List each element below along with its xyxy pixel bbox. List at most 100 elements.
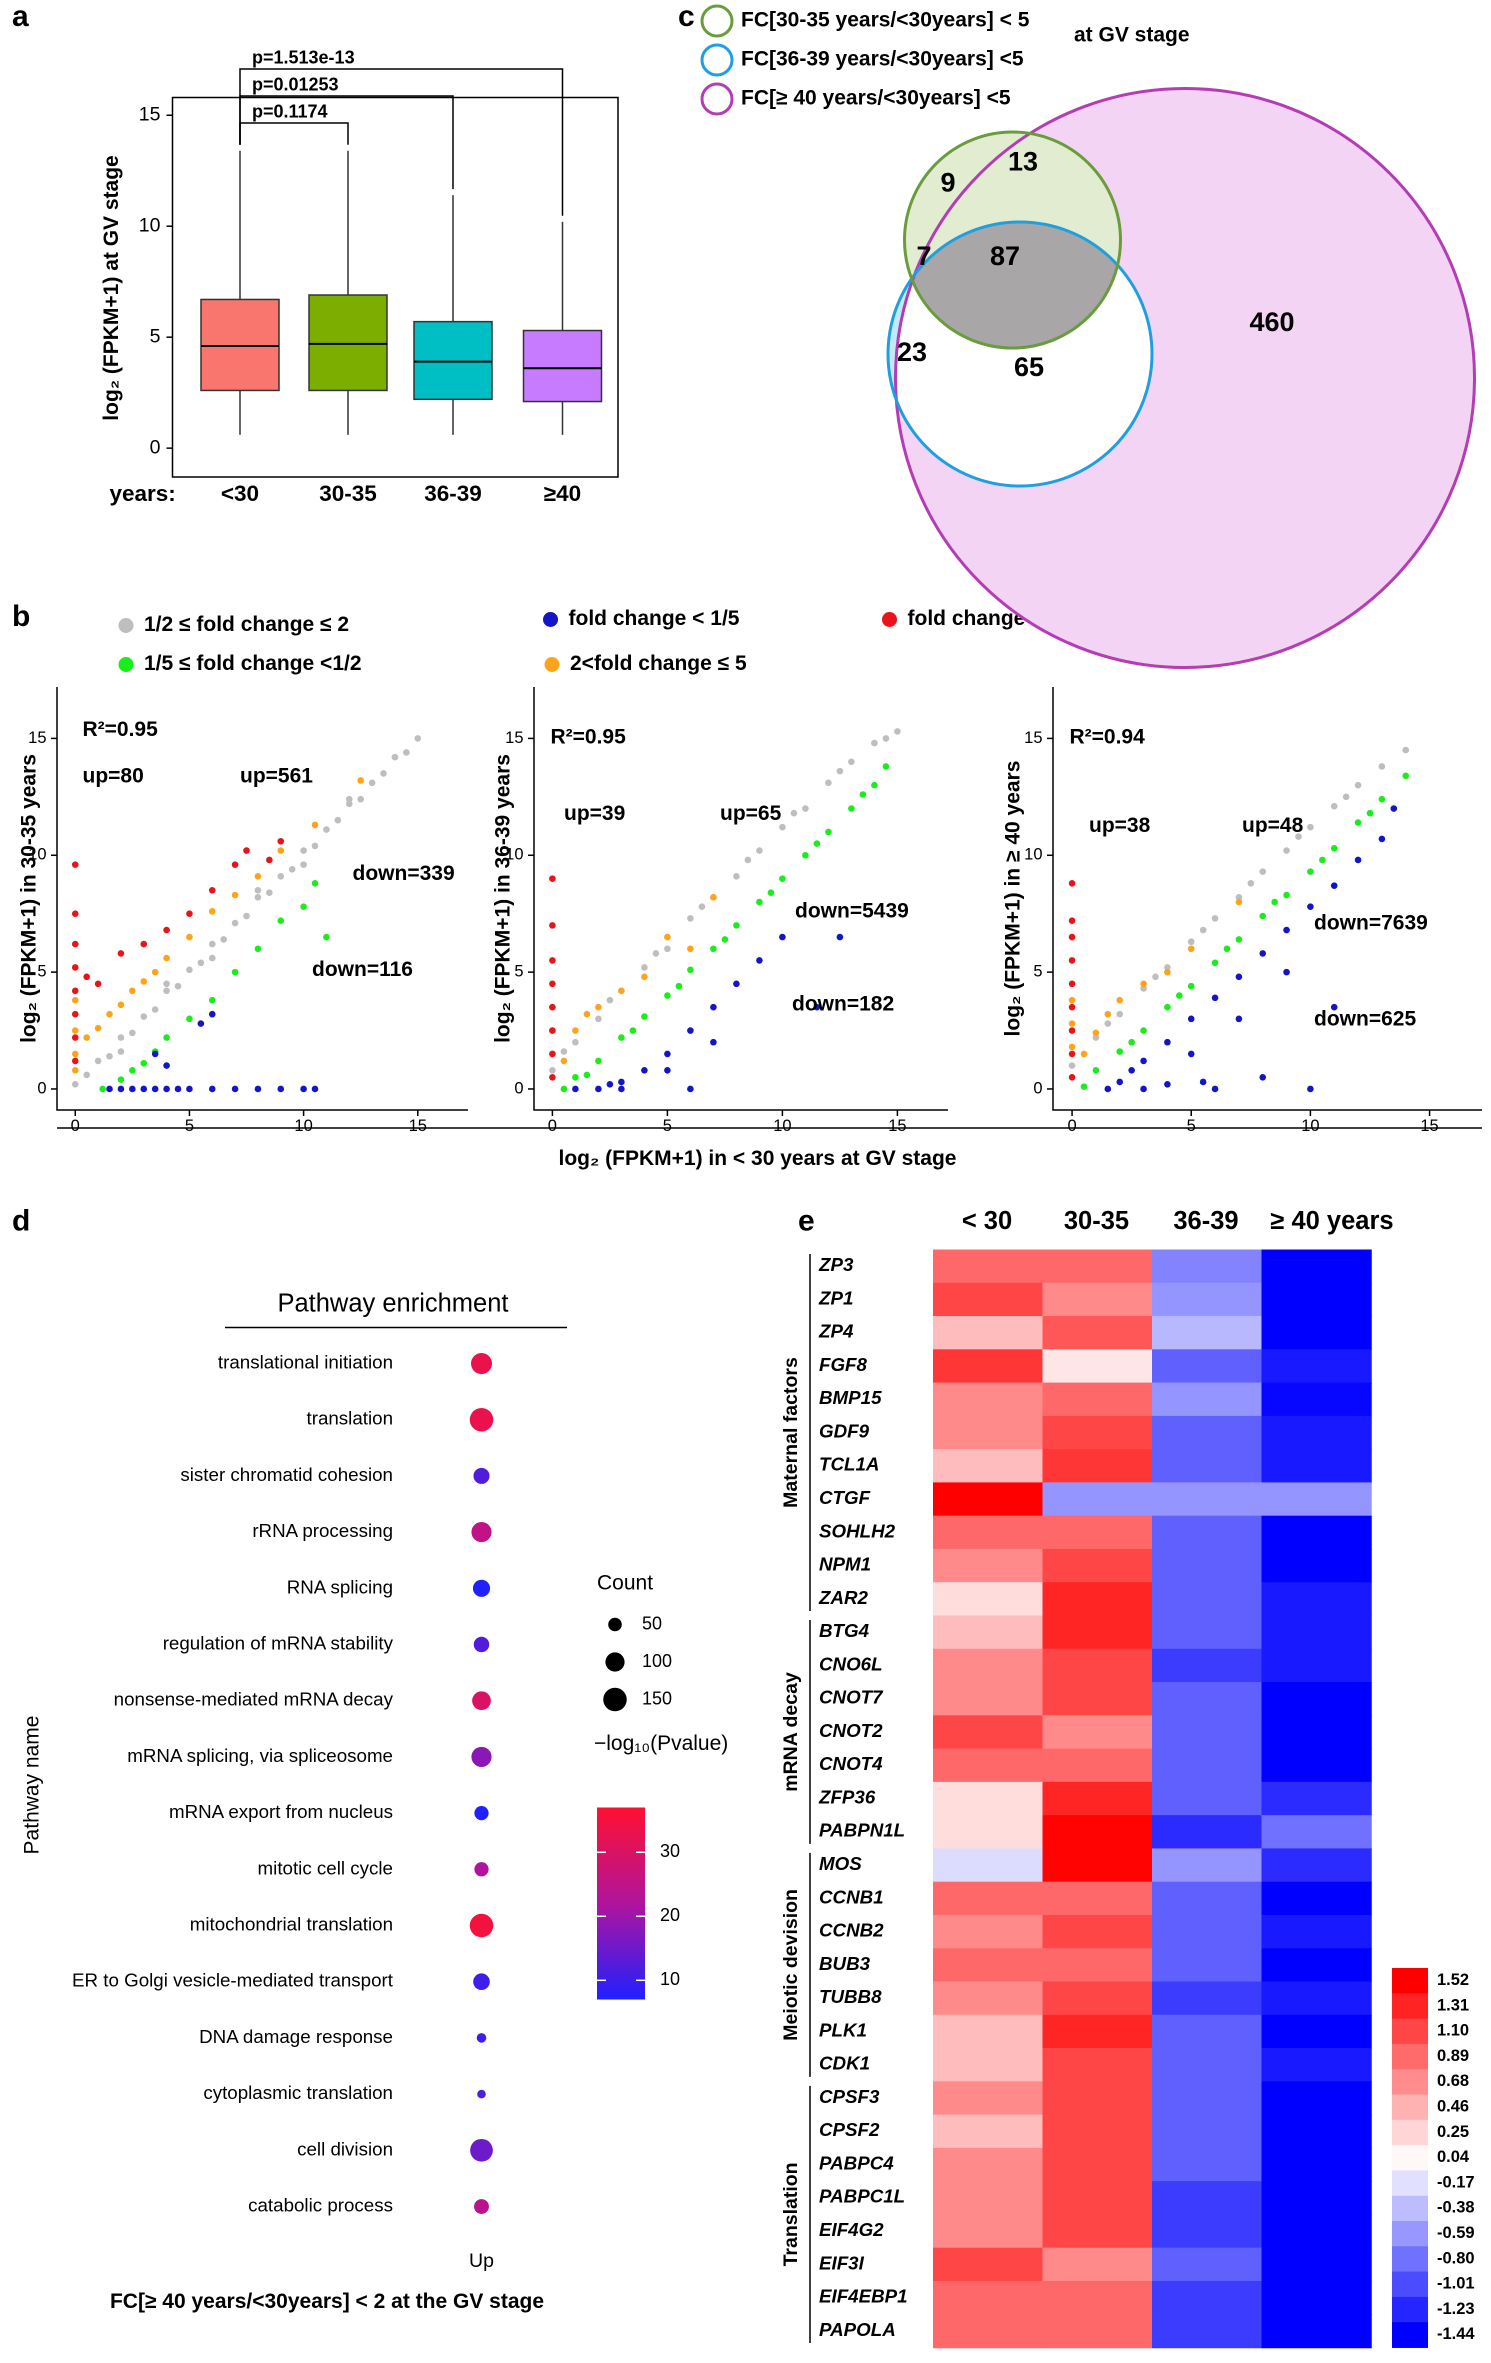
legend-marker [700, 4, 734, 38]
heatmap-cell [1261, 1748, 1372, 1783]
point [71, 1027, 79, 1034]
point [163, 987, 170, 995]
point [117, 950, 125, 957]
x-tick-label: Up [469, 2250, 494, 2272]
point [687, 945, 694, 953]
y-axis-label: log₂ (FPKM+1) at GV stage [100, 155, 123, 420]
point [163, 926, 170, 934]
heatmap-cell [1152, 1682, 1263, 1717]
heatmap-cell [933, 2014, 1044, 2049]
row-label: PAPOLA [819, 2319, 896, 2340]
box [308, 294, 388, 392]
point [572, 1027, 579, 1034]
count-label: up=561 [240, 765, 313, 788]
significance-bracket [239, 122, 349, 145]
dot [476, 2033, 487, 2043]
row-label: ZFP36 [818, 1786, 876, 1807]
row-label: PLK1 [819, 2019, 867, 2040]
heatmap-cell [1042, 2247, 1153, 2282]
point [1140, 1085, 1147, 1093]
legend-marker [543, 612, 558, 628]
point [357, 795, 364, 803]
point [140, 1013, 148, 1020]
row-label: CNOT7 [819, 1687, 884, 1708]
point [71, 1050, 79, 1058]
point [641, 1013, 648, 1020]
point [733, 980, 740, 988]
legend-swatch [1392, 1968, 1428, 1994]
heatmap-cell [1042, 2314, 1153, 2349]
point [163, 954, 170, 962]
point [549, 1027, 556, 1034]
heatmap-cell [1042, 1881, 1153, 1916]
point [71, 1034, 79, 1041]
point [733, 922, 740, 929]
point [813, 1003, 821, 1011]
point [1164, 1080, 1171, 1088]
axis-lines [1052, 687, 1482, 1111]
heatmap-cell [1152, 1249, 1263, 1284]
row-label: PABPC4 [819, 2152, 894, 2173]
heatmap-cell [1042, 2214, 1153, 2249]
y-tick-label: 15 [28, 729, 46, 747]
point [1235, 894, 1243, 901]
point [1164, 968, 1171, 976]
point [300, 847, 307, 854]
x-tick-label: 10 [773, 1117, 791, 1135]
point [882, 763, 890, 770]
point [1283, 926, 1290, 934]
point [357, 777, 364, 784]
note: at GV stage [1074, 24, 1190, 47]
heatmap-cell [933, 1781, 1044, 1816]
y-tick-label: 5 [1033, 962, 1042, 980]
point [1378, 795, 1386, 803]
heatmap-cell [1152, 1449, 1263, 1484]
row-label: SOHLH2 [819, 1520, 896, 1541]
point [836, 767, 844, 775]
point [208, 996, 216, 1004]
row-label: ZP4 [818, 1321, 854, 1342]
p-value: p=1.513e-13 [252, 47, 355, 67]
region-count: 7 [916, 241, 931, 271]
heatmap-cell [1042, 1648, 1153, 1683]
point [129, 1085, 136, 1093]
legend-swatch [1392, 2271, 1428, 2298]
y-tick-label: 10 [1024, 846, 1042, 864]
point [208, 1085, 216, 1093]
point [549, 922, 556, 929]
heatmap-cell [1261, 1548, 1372, 1583]
heatmap-cell [933, 1316, 1044, 1351]
point [163, 1062, 170, 1069]
legend-swatch [1392, 2119, 1428, 2146]
point [882, 735, 890, 742]
x-tick-label: 5 [185, 1117, 194, 1135]
heatmap-cell [1261, 1415, 1372, 1450]
point [174, 982, 182, 990]
size-legend-marker [608, 1617, 622, 1632]
y-tick-label: 10 [28, 846, 46, 864]
y-tick-label: 15 [505, 729, 523, 747]
point [687, 1085, 694, 1093]
point [1068, 980, 1076, 988]
plot-frame [171, 96, 619, 478]
point [368, 779, 376, 787]
y-tick-label: 0 [37, 1079, 46, 1097]
panel-label: b [12, 600, 30, 633]
legend-label: 2<fold change ≤ 5 [570, 652, 747, 675]
row-label: BUB3 [819, 1953, 871, 1974]
legend-label: 0.89 [1437, 2047, 1469, 2065]
row-label: CNOT4 [819, 1753, 883, 1774]
heatmap-cell [1152, 1648, 1263, 1683]
point [710, 1003, 717, 1011]
pathway-label: catabolic process [248, 2194, 393, 2215]
row-label: PABPN1L [819, 1820, 905, 1841]
heatmap-cell [1261, 1781, 1372, 1816]
heatmap-cell [1042, 2280, 1153, 2315]
legend-swatch [1392, 2221, 1428, 2247]
heatmap-cell [1042, 2147, 1153, 2182]
row-label: TUBB8 [819, 1986, 882, 2007]
heatmap-cell [1152, 1881, 1263, 1916]
point [1164, 1038, 1171, 1046]
legend-swatch [1392, 2296, 1428, 2323]
point [572, 1073, 579, 1081]
